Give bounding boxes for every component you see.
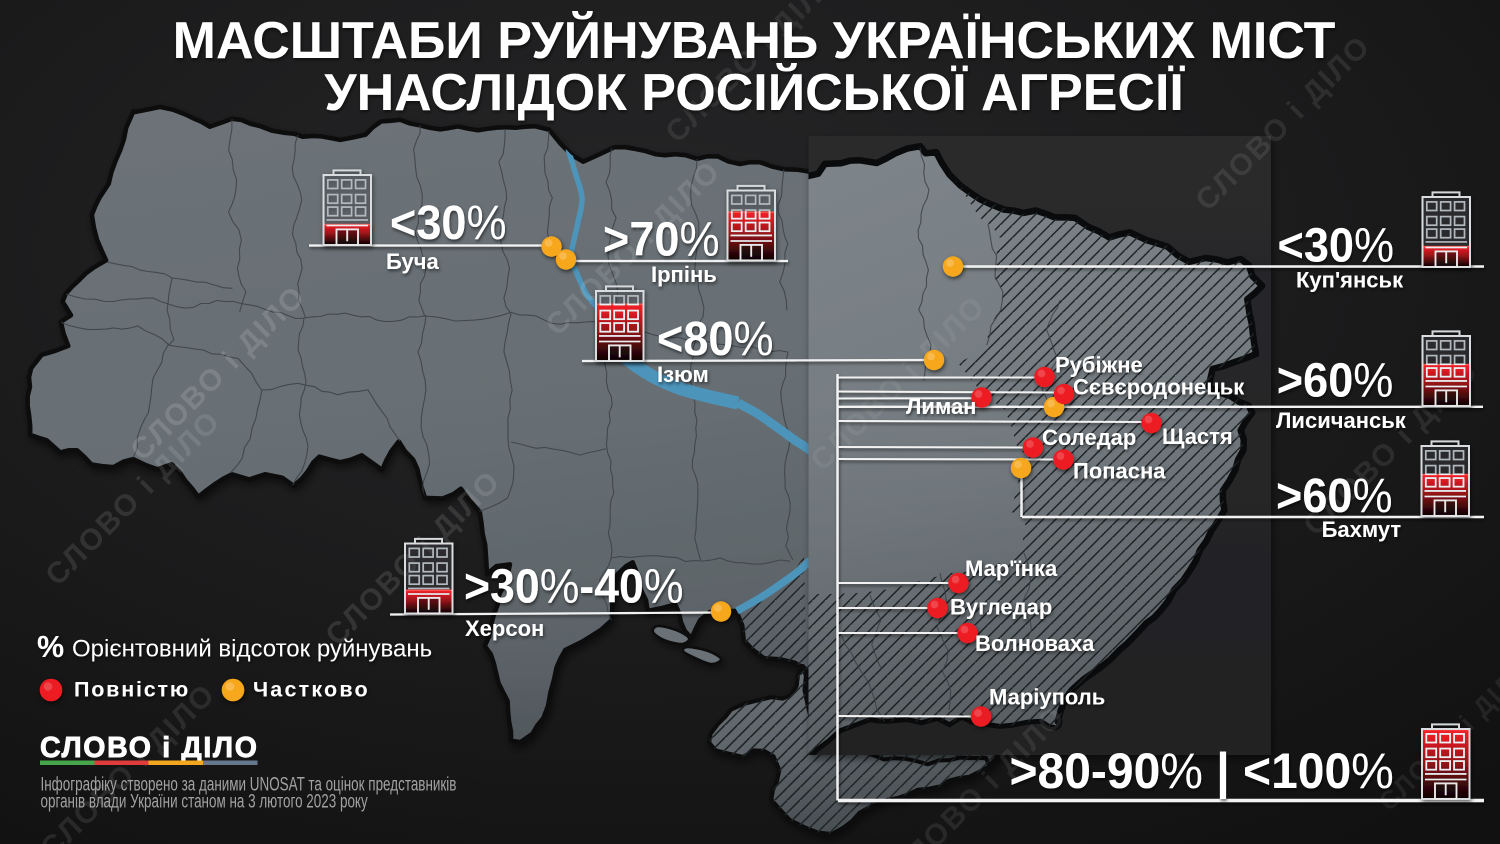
svg-text:Вугледар: Вугледар (950, 595, 1052, 620)
svg-text:>80-90% | <100%: >80-90% | <100% (1010, 744, 1394, 799)
svg-text:>60%: >60% (1276, 469, 1393, 523)
svg-text:Соледар: Соледар (1042, 425, 1136, 450)
svg-text:СЛОВО і ДІЛО: СЛОВО і ДІЛО (40, 732, 259, 764)
svg-text:Повністю: Повністю (74, 678, 190, 702)
svg-text:органів влади України станом н: органів влади України станом на 3 лютого… (41, 790, 369, 812)
svg-text:Херсон: Херсон (465, 616, 544, 641)
svg-text:>30%-40%: >30%-40% (464, 559, 684, 613)
svg-text:Рубіжне: Рубіжне (1055, 353, 1143, 378)
svg-text:Волноваха: Волноваха (975, 631, 1095, 656)
svg-text:Інфографіку створено за даними: Інфографіку створено за даними UNOSAT та… (41, 773, 457, 795)
svg-text:Куп'янськ: Куп'янськ (1296, 268, 1404, 293)
svg-text:Сєвєродонецьк: Сєвєродонецьк (1073, 375, 1245, 400)
svg-text:>70%: >70% (603, 212, 720, 266)
svg-text:Щастя: Щастя (1162, 424, 1233, 449)
svg-text:%: % (37, 630, 64, 664)
svg-text:Мар'їнка: Мар'їнка (965, 556, 1058, 581)
svg-text:<30%: <30% (390, 196, 507, 250)
svg-text:Ізюм: Ізюм (657, 362, 709, 387)
svg-text:Частково: Частково (253, 678, 370, 702)
svg-text:Лисичанськ: Лисичанськ (1276, 408, 1407, 433)
svg-text:УНАСЛІДОК РОСІЙСЬКОЇ АГРЕСІЇ: УНАСЛІДОК РОСІЙСЬКОЇ АГРЕСІЇ (324, 63, 1185, 122)
svg-text:МАСШТАБИ РУЙНУВАНЬ УКРАЇНСЬКИХ: МАСШТАБИ РУЙНУВАНЬ УКРАЇНСЬКИХ МІСТ (173, 11, 1336, 70)
svg-text:<30%: <30% (1278, 218, 1395, 272)
svg-text:Бахмут: Бахмут (1322, 517, 1402, 542)
svg-text:Попасна: Попасна (1073, 459, 1166, 484)
svg-text:Ірпінь: Ірпінь (651, 262, 717, 287)
svg-text:<80%: <80% (657, 312, 774, 366)
svg-text:Маріуполь: Маріуполь (989, 685, 1105, 710)
svg-text:Лиман: Лиман (906, 394, 976, 419)
svg-text:>60%: >60% (1277, 353, 1394, 407)
svg-text:Буча: Буча (386, 249, 440, 274)
svg-text:Орієнтовний відсоток руйнувань: Орієнтовний відсоток руйнувань (72, 636, 432, 663)
